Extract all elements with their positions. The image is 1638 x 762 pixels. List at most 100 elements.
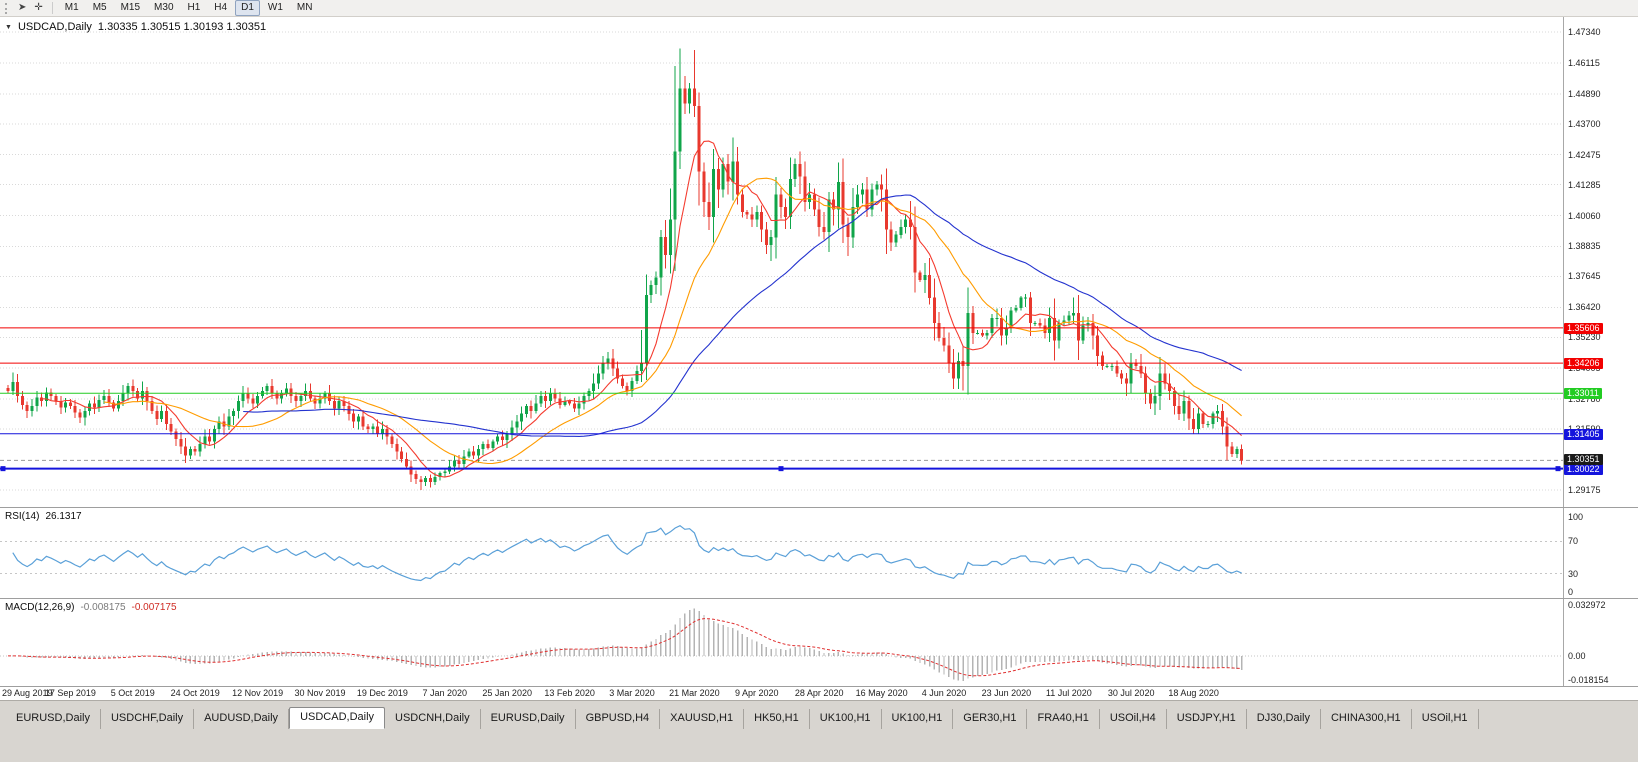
macd-signal-line xyxy=(8,618,1242,677)
timeframe-button-H1[interactable]: H1 xyxy=(187,2,201,13)
time-axis-label: 30 Nov 2019 xyxy=(294,688,346,698)
rsi-axis-label: 100 xyxy=(1568,512,1584,522)
symbol-dropdown-icon[interactable]: ▼ xyxy=(5,23,12,31)
macd-signal-value: -0.007175 xyxy=(131,602,177,613)
price-axis-label: 1.38835 xyxy=(1568,241,1601,252)
candlestick-chart[interactable] xyxy=(0,17,1563,507)
chart-tab-EURUSD-Daily[interactable]: EURUSD,Daily xyxy=(6,709,101,729)
chart-tab-XAUUSD-H1[interactable]: XAUUSD,H1 xyxy=(660,709,745,729)
time-axis-label: 7 Jan 2020 xyxy=(422,688,468,698)
price-axis-label: 1.46115 xyxy=(1568,57,1600,68)
time-axis-label: 5 Oct 2019 xyxy=(110,688,155,698)
price-axis-label: 1.43700 xyxy=(1568,118,1601,129)
hline-price-tag: 1.34206 xyxy=(1564,358,1603,370)
chart-tab-UK100-H1[interactable]: UK100,H1 xyxy=(882,709,954,729)
chart-tab-UK100-H1[interactable]: UK100,H1 xyxy=(810,709,882,729)
chart-tab-USDCNH-Daily[interactable]: USDCNH,Daily xyxy=(385,709,481,729)
rsi-panel: 100 70 30 0 RSI(14) 26.1317 xyxy=(0,507,1638,598)
chart-tab-EURUSD-Daily[interactable]: EURUSD,Daily xyxy=(481,709,576,729)
rsi-axis-label: 30 xyxy=(1568,568,1579,579)
timeframe-toolbar: ➤ ✛ M1 M5 M15 M30 H1 H4 D1 W1 MN xyxy=(0,0,1638,17)
price-axis-label: 1.36420 xyxy=(1568,302,1601,313)
price-axis-label: 1.29175 xyxy=(1568,485,1601,495)
rsi-plot[interactable] xyxy=(0,508,1563,598)
line-handle[interactable] xyxy=(778,466,784,472)
macd-axis: 0.032972 0.00 -0.018154 xyxy=(1563,599,1638,686)
rsi-line xyxy=(12,525,1242,582)
timeframe-button-H4[interactable]: H4 xyxy=(214,2,228,13)
time-axis-label: 28 Apr 2020 xyxy=(794,688,844,698)
chart-tab-FRA40-H1[interactable]: FRA40,H1 xyxy=(1027,709,1100,729)
crosshair-tool-icon[interactable]: ✛ xyxy=(34,2,43,13)
timeframe-buttons: M1 M5 M15 M30 H1 H4 D1 W1 MN xyxy=(58,0,320,16)
chart-area: 1.47340 1.46115 1.44890 1.43700 1.42475 1.412… xyxy=(0,17,1638,700)
price-axis-label: 1.41285 xyxy=(1568,179,1601,190)
chart-tab-USDCHF-Daily[interactable]: USDCHF,Daily xyxy=(101,709,195,729)
rsi-value: 26.1317 xyxy=(45,511,82,522)
cursor-tool-icon[interactable]: ➤ xyxy=(18,2,27,13)
macd-panel: 0.032972 0.00 -0.018154 MACD(12,26,9) -0.0… xyxy=(0,598,1638,686)
time-axis-label: 30 Jul 2020 xyxy=(1107,688,1155,698)
price-axis-label: 1.42475 xyxy=(1568,149,1601,160)
ma-line-8 xyxy=(41,140,1242,478)
chart-tab-USOil-H4[interactable]: USOil,H4 xyxy=(1100,709,1167,729)
macd-axis-label: 0.00 xyxy=(1568,650,1586,661)
time-axis-label: 23 Jun 2020 xyxy=(981,688,1032,698)
chart-tab-GBPUSD-H4[interactable]: GBPUSD,H4 xyxy=(576,709,661,729)
chart-title: ▼ USDCAD,Daily 1.30335 1.30515 1.30193 1… xyxy=(5,21,266,33)
macd-axis-label: -0.018154 xyxy=(1568,675,1609,685)
ma-line-50 xyxy=(243,194,1242,437)
macd-axis-label: 0.032972 xyxy=(1568,600,1606,610)
time-axis-label: 4 Jun 2020 xyxy=(921,688,967,698)
macd-histogram xyxy=(7,608,1243,681)
price-axis-label: 1.40060 xyxy=(1568,210,1601,221)
rsi-axis-label: 70 xyxy=(1568,536,1579,547)
candles xyxy=(6,48,1244,490)
timeframe-button-D1[interactable]: D1 xyxy=(235,0,260,16)
line-handle[interactable] xyxy=(0,466,6,472)
time-axis-label: 25 Jan 2020 xyxy=(482,688,532,698)
time-axis-label: 29 Aug 2019 xyxy=(2,688,53,698)
time-axis-label: 18 Aug 2020 xyxy=(1168,688,1219,698)
line-handle[interactable] xyxy=(1555,466,1561,472)
chart-tab-HK50-H1[interactable]: HK50,H1 xyxy=(744,709,810,729)
chart-tabs: EURUSD,Daily USDCHF,Daily AUDUSD,Daily USDC… xyxy=(0,701,1638,729)
chart-tab-DJ30-Daily[interactable]: DJ30,Daily xyxy=(1247,709,1321,729)
timeframe-button-M1[interactable]: M1 xyxy=(64,2,79,13)
macd-plot[interactable] xyxy=(0,599,1563,686)
hline-price-tag: 1.30022 xyxy=(1564,463,1603,475)
rsi-axis: 100 70 30 0 xyxy=(1563,508,1638,598)
chart-tab-USDCAD-Daily[interactable]: USDCAD,Daily xyxy=(289,707,386,729)
timeframe-button-W1[interactable]: W1 xyxy=(267,2,283,13)
timeframe-button-M30[interactable]: M30 xyxy=(154,2,174,13)
macd-name: MACD(12,26,9) xyxy=(5,602,75,613)
time-axis-label: 3 Mar 2020 xyxy=(609,688,655,698)
time-axis-label: 9 Apr 2020 xyxy=(735,688,779,698)
chart-tab-bar-area: EURUSD,Daily USDCHF,Daily AUDUSD,Daily USDC… xyxy=(0,700,1638,762)
time-axis-label: 24 Oct 2019 xyxy=(170,688,220,698)
time-axis-label: 12 Nov 2019 xyxy=(232,688,284,698)
price-axis: 1.47340 1.46115 1.44890 1.43700 1.42475 1.412… xyxy=(1563,17,1638,507)
macd-main-value: -0.008175 xyxy=(80,602,126,613)
price-axis-label: 1.37645 xyxy=(1568,271,1601,282)
timeframe-button-M5[interactable]: M5 xyxy=(92,2,107,13)
hline-price-tag: 1.31405 xyxy=(1564,428,1603,440)
ma-line-21 xyxy=(103,177,1242,465)
price-axis-label: 1.47340 xyxy=(1568,27,1601,37)
price-panel: 1.47340 1.46115 1.44890 1.43700 1.42475 1.412… xyxy=(0,17,1638,507)
toolbar-grip[interactable] xyxy=(5,2,9,14)
chart-tab-CHINA300-H1[interactable]: CHINA300,H1 xyxy=(1321,709,1412,729)
timeframe-button-MN[interactable]: MN xyxy=(296,2,313,13)
time-axis-label: 11 Jul 2020 xyxy=(1045,688,1092,698)
chart-tab-USDJPY-H1[interactable]: USDJPY,H1 xyxy=(1167,709,1247,729)
chart-tab-USOil-H1[interactable]: USOil,H1 xyxy=(1412,709,1479,729)
time-axis: 29 Aug 2019 17 Sep 2019 5 Oct 2019 24 Oct 2… xyxy=(0,686,1638,700)
chart-tab-GER30-H1[interactable]: GER30,H1 xyxy=(953,709,1028,729)
chart-tab-AUDUSD-Daily[interactable]: AUDUSD,Daily xyxy=(194,709,290,729)
time-axis-label: 19 Dec 2019 xyxy=(356,688,408,698)
time-axis-label: 13 Feb 2020 xyxy=(544,688,595,698)
time-axis-label: 17 Sep 2019 xyxy=(44,688,96,698)
timeframe-button-M15[interactable]: M15 xyxy=(120,2,141,13)
hline-price-tag: 1.33011 xyxy=(1564,388,1602,400)
